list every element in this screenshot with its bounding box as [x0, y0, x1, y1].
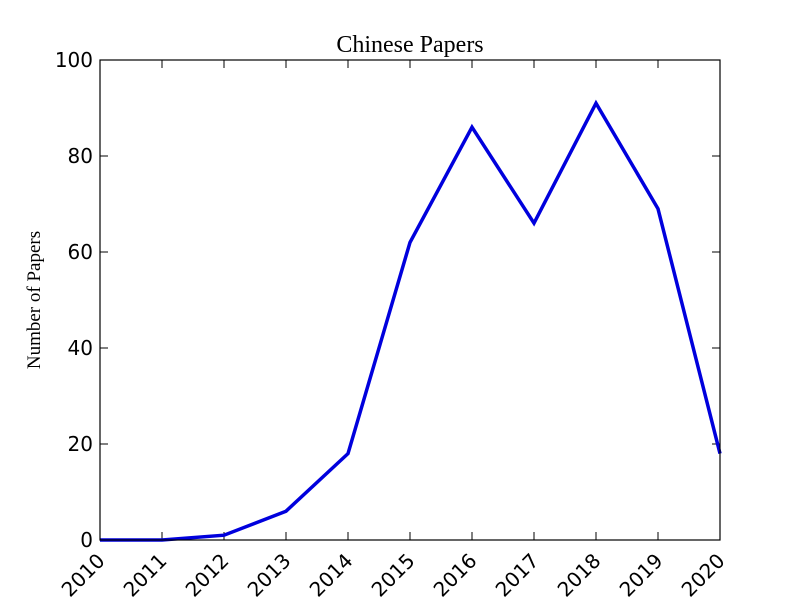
x-tick-label: 2010	[57, 549, 110, 600]
chart-title: Chinese Papers	[336, 32, 483, 58]
x-tick-label: 2018	[553, 549, 606, 600]
plot-frame	[99, 59, 721, 541]
y-tick-label: 40	[68, 336, 93, 360]
x-tick-label: 2011	[119, 549, 172, 600]
x-tick-label: 2014	[305, 549, 358, 600]
x-tick-label: 2012	[181, 549, 234, 600]
x-tick-label: 2013	[243, 549, 296, 600]
series-layer	[100, 99, 722, 542]
x-tick-label: 2020	[677, 549, 730, 600]
x-tick-label: 2019	[615, 549, 668, 600]
x-tick-label: 2016	[429, 549, 482, 600]
y-tick-label: 100	[55, 48, 93, 72]
x-tick-label: 2017	[491, 549, 544, 600]
y-tick-label: 20	[68, 432, 93, 456]
x-tick-label: 2015	[367, 549, 420, 600]
y-tick-label: 60	[68, 240, 93, 264]
axis-ticks: 0 20 40 60 80 100 2010 2011 2012 2013 2014 2015 2016…	[55, 48, 730, 600]
y-tick-label: 80	[68, 144, 93, 168]
y-tick-label: 0	[80, 528, 93, 552]
y-axis-label: Number of Papers	[24, 231, 45, 369]
series-line	[100, 99, 722, 542]
